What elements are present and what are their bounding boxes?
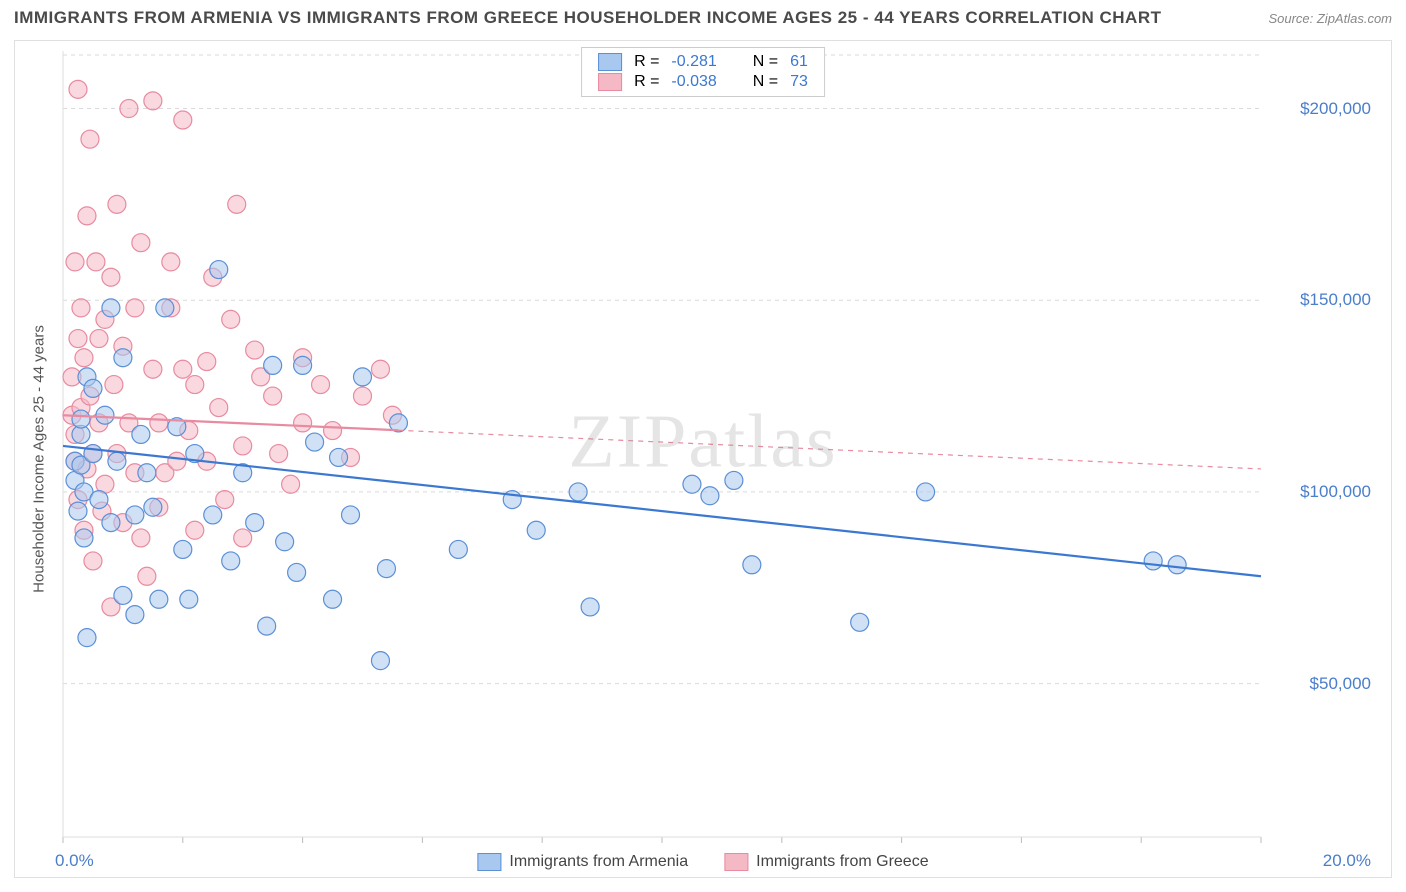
swatch-armenia-legend <box>477 853 501 871</box>
legend-item-greece: Immigrants from Greece <box>724 853 928 871</box>
y-tick-label: $150,000 <box>1300 290 1371 310</box>
y-tick-label: $100,000 <box>1300 482 1371 502</box>
legend-label-armenia: Immigrants from Armenia <box>509 853 688 871</box>
stats-r-value-greece: -0.038 <box>665 72 722 92</box>
swatch-greece <box>598 73 622 91</box>
scatter-plot-svg <box>15 41 1391 877</box>
stats-row-greece: R = -0.038 N = 73 <box>592 72 814 92</box>
x-axis-min-label: 0.0% <box>55 851 94 871</box>
chart-title: IMMIGRANTS FROM ARMENIA VS IMMIGRANTS FR… <box>14 8 1161 28</box>
legend-item-armenia: Immigrants from Armenia <box>477 853 688 871</box>
stats-n-label: N = <box>747 72 784 92</box>
stats-r-value-armenia: -0.281 <box>665 52 722 72</box>
stats-n-value-greece: 73 <box>784 72 814 92</box>
stats-row-armenia: R = -0.281 N = 61 <box>592 52 814 72</box>
y-tick-label: $200,000 <box>1300 99 1371 119</box>
legend-label-greece: Immigrants from Greece <box>756 853 928 871</box>
chart-area: Householder Income Ages 25 - 44 years ZI… <box>14 40 1392 878</box>
swatch-greece-legend <box>724 853 748 871</box>
stats-r-label: R = <box>628 72 665 92</box>
x-axis-max-label: 20.0% <box>1323 851 1371 871</box>
swatch-armenia <box>598 53 622 71</box>
stats-r-label: R = <box>628 52 665 72</box>
stats-n-label: N = <box>747 52 784 72</box>
source-label: Source: ZipAtlas.com <box>1268 11 1392 26</box>
bottom-legend: Immigrants from Armenia Immigrants from … <box>477 853 928 871</box>
stats-n-value-armenia: 61 <box>784 52 814 72</box>
y-tick-label: $50,000 <box>1310 674 1371 694</box>
stats-box: R = -0.281 N = 61 R = -0.038 N = 73 <box>581 47 825 97</box>
